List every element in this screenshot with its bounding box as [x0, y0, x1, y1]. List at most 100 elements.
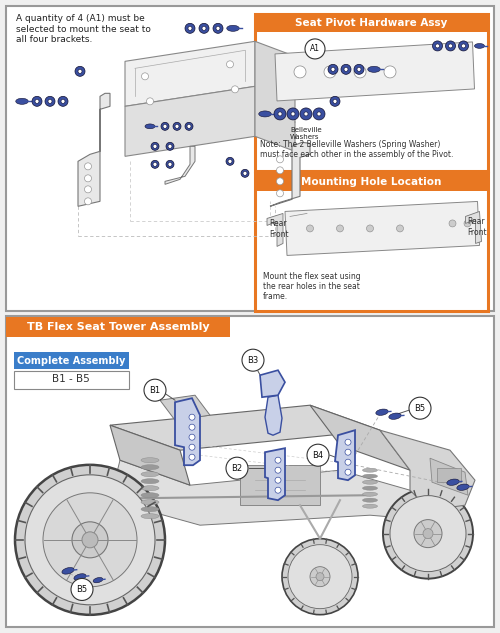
Circle shape [462, 44, 466, 48]
Text: Belleville
Washers: Belleville Washers [290, 122, 322, 140]
Polygon shape [78, 93, 110, 206]
Ellipse shape [362, 486, 378, 490]
Text: Note: The 2 Belleville Washers (Spring Washer)
must face each other in the assem: Note: The 2 Belleville Washers (Spring W… [260, 139, 454, 159]
Circle shape [275, 457, 281, 463]
Circle shape [396, 225, 404, 232]
Ellipse shape [141, 465, 159, 470]
Circle shape [294, 66, 306, 78]
Circle shape [384, 66, 396, 78]
Text: B5: B5 [414, 404, 426, 413]
Circle shape [414, 520, 442, 548]
Ellipse shape [141, 506, 159, 511]
Circle shape [213, 23, 223, 34]
Ellipse shape [141, 492, 159, 498]
Polygon shape [175, 398, 200, 465]
Circle shape [304, 112, 308, 116]
Circle shape [278, 112, 282, 116]
Circle shape [202, 27, 206, 30]
Circle shape [423, 529, 433, 539]
Circle shape [448, 44, 452, 48]
Circle shape [146, 98, 154, 105]
Ellipse shape [362, 468, 378, 472]
Circle shape [84, 163, 91, 170]
Circle shape [432, 41, 442, 51]
Circle shape [275, 487, 281, 493]
Circle shape [307, 444, 329, 466]
Circle shape [189, 414, 195, 420]
Bar [14, 351, 129, 368]
Polygon shape [270, 142, 310, 206]
Circle shape [282, 539, 358, 615]
Polygon shape [110, 425, 190, 486]
Circle shape [199, 23, 209, 34]
Circle shape [82, 532, 98, 548]
Text: A quantity of 4 (A1) must be
selected to mount the seat to
all four brackets.: A quantity of 4 (A1) must be selected to… [16, 15, 151, 44]
Circle shape [166, 142, 174, 150]
Circle shape [336, 225, 344, 232]
Circle shape [241, 170, 249, 177]
Circle shape [166, 160, 174, 168]
Circle shape [330, 96, 340, 106]
Polygon shape [267, 213, 283, 246]
Circle shape [84, 175, 91, 182]
Circle shape [185, 23, 195, 34]
Text: B4: B4 [312, 451, 324, 460]
Circle shape [84, 186, 91, 193]
Text: Rear
Front: Rear Front [269, 220, 288, 239]
Circle shape [276, 190, 283, 197]
Circle shape [61, 99, 65, 103]
Circle shape [306, 225, 314, 232]
Circle shape [409, 397, 431, 419]
Circle shape [175, 124, 179, 128]
Circle shape [305, 39, 325, 59]
Circle shape [274, 108, 286, 120]
Ellipse shape [368, 66, 380, 72]
Ellipse shape [141, 458, 159, 463]
Circle shape [354, 66, 366, 78]
Bar [255, 173, 488, 191]
Bar [6, 6, 494, 311]
Circle shape [163, 124, 167, 128]
Circle shape [317, 112, 321, 116]
Circle shape [173, 122, 181, 130]
Circle shape [153, 162, 157, 166]
Polygon shape [125, 86, 255, 156]
Circle shape [32, 96, 42, 106]
Circle shape [243, 172, 247, 175]
Bar [255, 173, 488, 311]
Ellipse shape [389, 413, 401, 419]
Circle shape [331, 67, 335, 72]
Circle shape [15, 465, 165, 615]
Ellipse shape [141, 514, 159, 518]
Ellipse shape [74, 573, 86, 580]
Circle shape [151, 160, 159, 168]
Circle shape [188, 27, 192, 30]
Circle shape [232, 86, 238, 93]
Polygon shape [430, 458, 468, 495]
Polygon shape [335, 430, 355, 480]
Ellipse shape [376, 409, 388, 415]
Text: B1 - B5: B1 - B5 [52, 375, 90, 384]
Ellipse shape [447, 479, 459, 486]
Ellipse shape [362, 474, 378, 478]
Circle shape [300, 108, 312, 120]
Circle shape [287, 108, 299, 120]
Polygon shape [125, 41, 255, 106]
Circle shape [276, 167, 283, 174]
Circle shape [345, 469, 351, 475]
Text: A1: A1 [310, 44, 320, 53]
Circle shape [168, 162, 172, 166]
Bar [6, 316, 494, 627]
Circle shape [189, 424, 195, 430]
Polygon shape [285, 201, 480, 256]
Ellipse shape [141, 499, 159, 505]
Circle shape [324, 66, 336, 78]
Ellipse shape [227, 25, 239, 31]
Polygon shape [265, 395, 282, 436]
Circle shape [153, 144, 157, 148]
Text: Mounting Hole Location: Mounting Hole Location [301, 177, 442, 187]
Circle shape [436, 44, 440, 48]
Ellipse shape [362, 505, 378, 508]
Circle shape [345, 439, 351, 445]
Circle shape [345, 459, 351, 465]
